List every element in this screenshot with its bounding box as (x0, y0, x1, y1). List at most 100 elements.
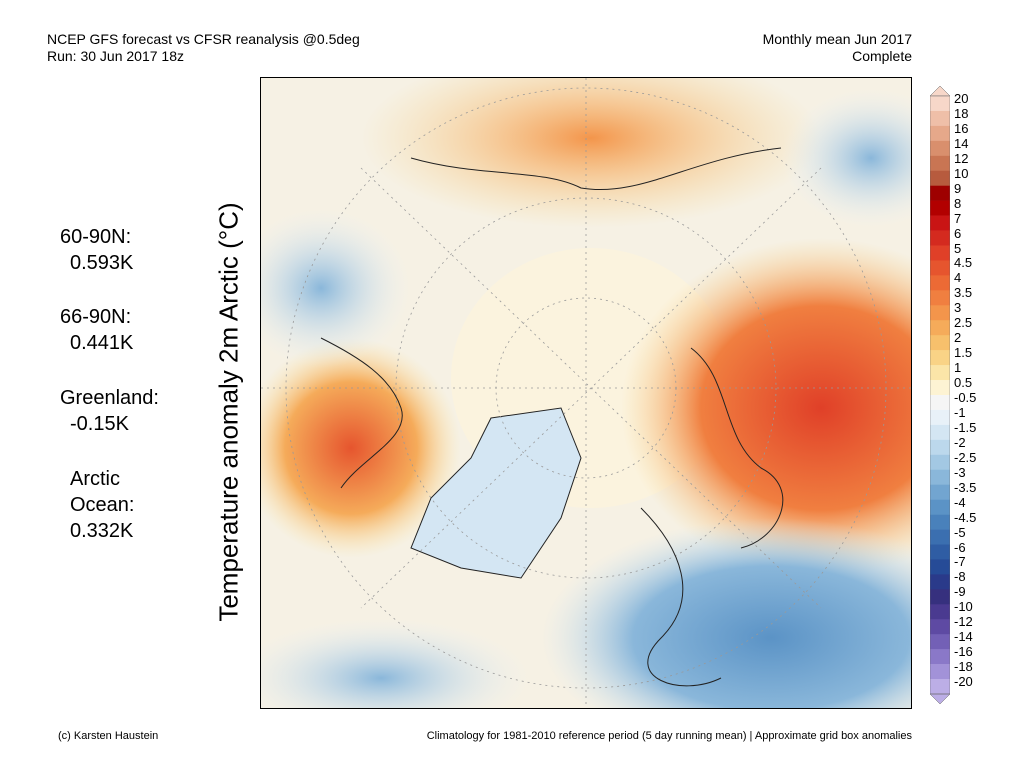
colorbar-tick-label: -2 (954, 434, 966, 450)
climatology-footer: Climatology for 1981-2010 reference peri… (426, 730, 912, 742)
colorbar-tick-label: 10 (954, 165, 969, 181)
axis-label: Temperature anomaly 2m Arctic (°C) (213, 202, 244, 622)
colorbar-tick-label: 5 (954, 240, 962, 256)
colorbar-tick-label: 14 (954, 135, 969, 151)
coastlines (320, 147, 784, 687)
colorbar-swatch (930, 230, 950, 246)
colorbar-swatch (930, 350, 950, 366)
colorbar-swatch (930, 544, 950, 560)
colorbar-tick-label: -14 (954, 629, 973, 645)
colorbar-swatch (930, 245, 950, 261)
colorbar-swatch (930, 275, 950, 291)
colorbar-swatch (930, 469, 950, 485)
colorbar-swatch (930, 96, 950, 112)
stat-label: 60-90N: (60, 226, 132, 248)
colorbar-swatch (930, 305, 950, 321)
colorbar-tick-label: 1.5 (954, 345, 973, 361)
colorbar-swatch (930, 454, 950, 471)
colorbar-tick-label: -3.5 (954, 479, 977, 495)
colorbar-tick-label: -3 (954, 464, 966, 480)
colorbar-swatch (930, 514, 950, 530)
colorbar-tick-label: 3 (954, 300, 962, 316)
colorbar-swatch (930, 484, 950, 500)
colorbar-tick-label: -5 (954, 524, 966, 540)
colorbar-tick-label: -16 (954, 644, 973, 660)
stat-66-90n: 66-90N: 0.441K (60, 304, 133, 356)
colorbar-swatch (930, 604, 950, 620)
stat-label-2: Ocean: (70, 494, 135, 516)
colorbar-swatch (930, 185, 950, 201)
colorbar-swatch (930, 664, 950, 680)
colorbar-tick-label: -10 (954, 599, 973, 615)
run-time: Run: 30 Jun 2017 18z (47, 48, 184, 64)
colorbar-swatch (930, 260, 950, 276)
colorbar-swatch (930, 634, 950, 650)
colorbar-tick-label: 4.5 (954, 255, 973, 271)
stat-60-90n: 60-90N: 0.593K (60, 224, 133, 276)
colorbar-tick-label: 2 (954, 330, 962, 346)
colorbar-tick-label: -7 (954, 554, 966, 570)
stat-greenland: Greenland: -0.15K (60, 385, 159, 437)
stat-value: 0.441K (70, 332, 134, 354)
colorbar-tick-label: 4 (954, 270, 962, 286)
colorbar-tick-label: 3.5 (954, 285, 973, 301)
canada-warm-region (261, 338, 461, 558)
map-graphic (261, 78, 911, 708)
colorbar-tick-label: -1.5 (954, 419, 977, 435)
colorbar-swatch (930, 365, 950, 381)
colorbar-swatch (930, 679, 950, 695)
colorbar-tick-label: -12 (954, 614, 973, 630)
stat-label: 66-90N: (60, 306, 132, 328)
stat-value: 0.332K (70, 520, 134, 542)
colorbar-swatch (930, 424, 950, 441)
colorbar-tick-label: -18 (954, 659, 973, 675)
anomaly-map (260, 77, 912, 709)
stat-value: -0.15K (70, 413, 129, 435)
canada-cold-region (261, 208, 411, 368)
colorbar-tick-label: -20 (954, 674, 973, 690)
colorbar-swatch (930, 320, 950, 336)
alaska-warm-region (361, 78, 821, 228)
period-title: Monthly mean Jun 2017 (762, 31, 912, 47)
colorbar-swatch (930, 140, 950, 157)
colorbar-tick-label: 9 (954, 180, 962, 196)
colorbar-swatch (930, 649, 950, 665)
colorbar-tick-label: 0.5 (954, 375, 973, 391)
colorbar-swatch (930, 380, 950, 396)
colorbar-tick-label: -9 (954, 584, 966, 600)
header-right: Monthly mean Jun 2017 Complete (763, 31, 912, 65)
colorbar-tick-label: 16 (954, 120, 969, 136)
greenland-outline (410, 407, 582, 579)
colorbar-tick-label: 8 (954, 195, 962, 211)
colorbar-swatch (930, 125, 950, 142)
stat-label: Greenland: (60, 387, 159, 409)
colorbar-swatch (930, 200, 950, 216)
colorbar-tick-label: 6 (954, 225, 962, 241)
colorbar-tick-label: 12 (954, 150, 969, 166)
colorbar-tick-label: 2.5 (954, 315, 973, 331)
graticule (261, 78, 911, 708)
colorbar-swatch (930, 409, 950, 426)
colorbar-swatch (930, 439, 950, 456)
copyright-footer: (c) Karsten Haustein (58, 730, 159, 742)
colorbar-min-arrow (929, 693, 951, 705)
stat-value: 0.593K (70, 252, 134, 274)
colorbar-tick-label: 20 (954, 91, 969, 106)
chukotka-cold-region (781, 88, 911, 228)
colorbar-tick-label: -4 (954, 494, 966, 510)
colorbar-max-arrow (929, 85, 951, 97)
colorbar-tick-label: -8 (954, 569, 966, 585)
colorbar-swatch (930, 110, 950, 127)
europe-cold-region (541, 518, 911, 708)
colorbar (929, 85, 951, 705)
stat-label: Arctic (70, 468, 120, 490)
colorbar-tick-label: -4.5 (954, 509, 977, 525)
atlantic-cold-region (261, 618, 531, 708)
colorbar-swatch (930, 559, 950, 575)
colorbar-swatch (930, 589, 950, 605)
colorbar-tick-label: -2.5 (954, 449, 977, 465)
colorbar-tick-label: -1 (954, 404, 966, 420)
colorbar-swatch (930, 574, 950, 590)
colorbar-swatch (930, 529, 950, 545)
colorbar-tick-label: -6 (954, 539, 966, 555)
